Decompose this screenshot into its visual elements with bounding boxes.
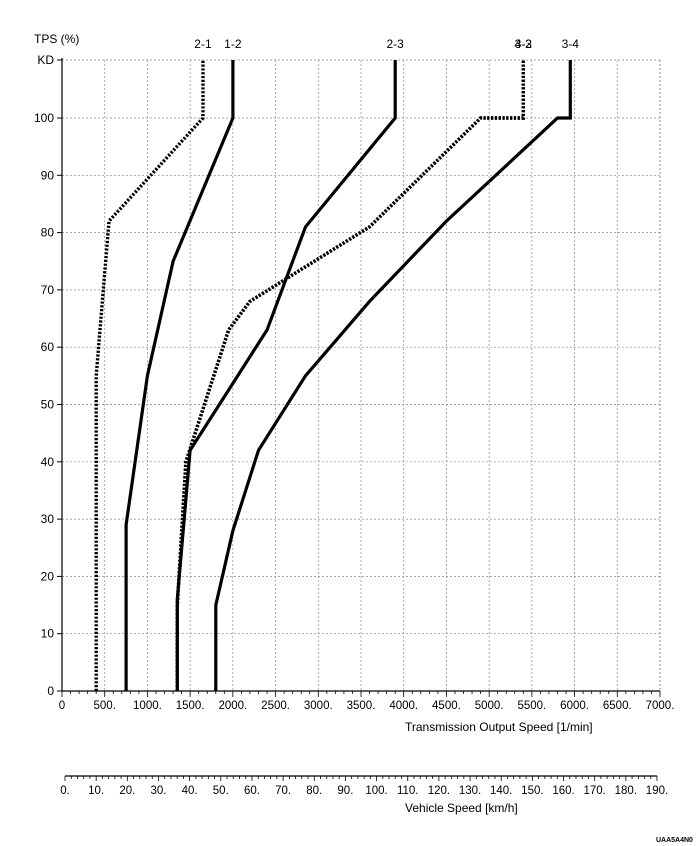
x-tick-label: 4500. [432,700,461,712]
vehicle-speed-axis: 0. 10. 20. 30. 40. 50. 60. 70. 80. 90. 100. 110. 120… [60,775,668,797]
x2-tick-label: 10. [88,785,104,797]
y-tick-label: 100 [34,111,54,125]
x-axis-title: Transmission Output Speed [1/min] [405,720,593,734]
vehicle-speed-axis-title: Vehicle Speed [km/h] [405,801,518,815]
x-axis: 0 500. 1000. 1500. 2000. 2500. 3000. 3500. 4000.… [59,691,675,712]
x-tick-label: 0 [59,700,65,712]
y-tick-label: 30 [41,512,55,526]
x2-tick-label: 140. [490,785,512,797]
y-tick-label: 50 [41,398,55,412]
x-tick-label: 4000. [389,700,418,712]
x-tick-label: 2000. [218,700,247,712]
x2-tick-label: 120. [428,785,450,797]
x2-tick-label: 180. [615,785,637,797]
y-tick-label: 20 [41,569,55,583]
x-tick-label: 6000. [560,700,589,712]
y-tick-label: 90 [41,168,55,182]
curve-label-2-3: 2-3 [386,37,404,51]
x2-tick-label: 170. [583,785,605,797]
curve-4-3 [175,60,525,691]
x2-tick-label: 0. [60,785,70,797]
x-tick-label: 1000. [133,700,162,712]
curve-2-3 [175,60,397,691]
curve-label-2-1: 2-1 [194,37,212,51]
x-tick-label: 500. [94,700,116,712]
x-tick-label: 3000. [304,700,333,712]
curve-labels: 2-1 1-2 3-2 2-3 4-3 3-4 [194,37,579,51]
x2-tick-label: 130. [459,785,481,797]
x2-tick-label: 50. [213,785,229,797]
x2-tick-label: 190. [646,785,668,797]
x-tick-label: 3500. [347,700,376,712]
x-tick-label: 1500. [176,700,205,712]
curve-label-1-2: 1-2 [224,37,242,51]
curve-1-2 [124,60,235,691]
y-axis-title: TPS (%) [34,32,79,46]
y-tick-label: 70 [41,283,55,297]
x2-tick-label: 100. [365,785,387,797]
curve-label-4-3: 4-3 [515,37,533,51]
x2-tick-label: 20. [119,785,135,797]
figure-code: UAA5A4N0 [656,837,693,844]
shift-curves [94,60,572,691]
x-tick-label: 5000. [475,700,504,712]
x2-tick-label: 40. [182,785,198,797]
x2-tick-label: 150. [521,785,543,797]
y-tick-label: 80 [41,226,55,240]
curve-3-4 [214,60,572,691]
x2-tick-label: 110. [397,785,419,797]
x-tick-label: 6500. [603,700,632,712]
y-tick-label-kd: KD [37,53,54,67]
curve-2-1 [94,60,205,691]
x2-tick-label: 70. [275,785,291,797]
x-tick-label: 2500. [261,700,290,712]
curve-label-3-4: 3-4 [562,37,580,51]
curve-3-2 [175,60,525,691]
x2-tick-label: 30. [150,785,166,797]
curve-label-3-2: 3-2 [515,37,533,51]
x2-tick-label: 80. [306,785,322,797]
x2-tick-label: 90. [337,785,353,797]
y-tick-label: 60 [41,340,55,354]
y-tick-label: 0 [47,684,54,698]
y-tick-label: 40 [41,455,55,469]
x2-tick-label: 160. [552,785,574,797]
x-tick-label: 7000. [646,700,675,712]
y-axis: 0 10 20 30 40 50 60 70 80 90 100 KD [34,53,62,698]
y-tick-label: 10 [41,627,55,641]
x2-tick-label: 60. [244,785,260,797]
grid [62,59,661,691]
x-tick-label: 5500. [517,700,546,712]
